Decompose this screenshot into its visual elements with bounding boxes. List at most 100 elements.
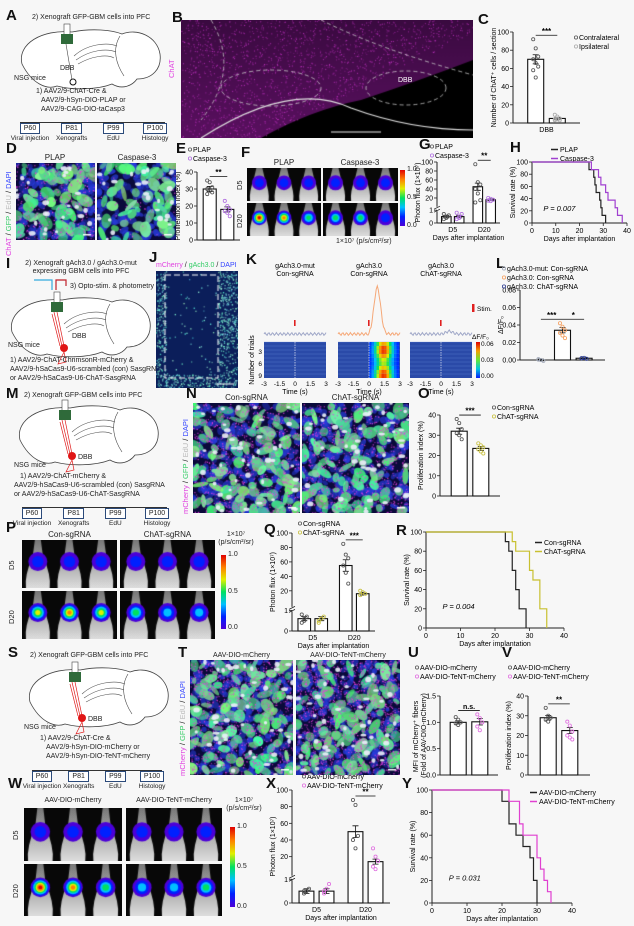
y-tick-label: 40 <box>425 186 433 193</box>
k-xtick-label: 3 <box>324 381 328 388</box>
k-heatmap-cell <box>381 342 385 346</box>
panel-label-y: Y <box>402 775 413 792</box>
k-heatmap-cell <box>369 350 372 354</box>
y-tick-label: 0.02 <box>502 340 516 347</box>
a-region: DBB <box>60 65 75 72</box>
data-point <box>358 593 363 598</box>
k-heatmap-cell <box>394 346 397 350</box>
k-colorbar-label: 0.00 <box>481 373 494 380</box>
m-virus-2: AAV2/9-hSaCas9-U6-scrambled (con) SasgRN… <box>14 482 165 489</box>
legend-marker <box>574 44 579 49</box>
stain-name: GFP <box>4 215 13 232</box>
timeline-step-label: Viral injection <box>12 520 52 527</box>
timeline-step-label: Xenografts <box>55 135 88 142</box>
legend-marker <box>501 284 506 289</box>
m-virus-3: or AAV2/9-hSaCas9-U6-ChAT-SasgRNA <box>14 491 140 498</box>
timeline-day-box: P81 <box>63 508 84 519</box>
i-title-1: 2) Xenograft gAch3.0 / gAch3.0-mut <box>25 260 137 267</box>
panel-label-r: R <box>396 522 407 539</box>
w-condition-1: AAV-DIO-mCherry <box>44 797 102 804</box>
i-virus-1: 1) AAV2/9-ChAT-ChrimsonR-mCherry & <box>10 357 134 364</box>
data-point <box>536 54 541 59</box>
timeline-step-label: Histology <box>141 135 169 142</box>
data-point <box>475 724 480 729</box>
y-tick-label: 80 <box>520 172 528 179</box>
y-axis-label: Survival rate (%) <box>410 821 417 873</box>
m-mouse: NSG mice <box>14 462 46 469</box>
j-gach-fiber-track-image <box>156 271 238 388</box>
k-xtick-label: 1.5 <box>452 381 461 388</box>
brain-cerebellum-line <box>113 411 123 453</box>
y-tick-label: 0.04 <box>502 323 516 330</box>
k-heatmap-cell <box>374 350 377 354</box>
k-heatmap-cell <box>379 374 382 378</box>
s-region: DBB <box>88 716 103 723</box>
k-heatmap-cell <box>371 350 375 354</box>
cholinergic-projection-lines <box>69 681 83 717</box>
y-tick-label: 100 <box>276 531 288 538</box>
y-tick-label: 20 <box>414 606 422 613</box>
brain-schematic-m <box>19 399 159 473</box>
y-tick-label: 1 <box>284 877 288 884</box>
timeline-day-box: P100 <box>139 771 165 782</box>
data-point <box>376 858 381 863</box>
k-heatmap-cell <box>389 358 392 362</box>
y-tick-label: 0 <box>189 238 193 245</box>
y-tick-label: 20 <box>185 204 193 211</box>
legend-label: AAV-DIO-TeNT-mCherry <box>307 783 383 790</box>
w-timepoint-d5: D5 <box>11 830 20 840</box>
bar <box>561 730 579 776</box>
k-heatmap-cell <box>374 354 377 358</box>
k-heatmap-cell <box>389 362 392 366</box>
data-point <box>481 451 486 456</box>
data-point <box>579 356 584 361</box>
data-point <box>350 837 355 842</box>
k-heatmap-cell <box>381 362 385 366</box>
panel-label-f: F <box>241 144 251 161</box>
brain-outline <box>21 29 161 90</box>
w-condition-2: AAV-DIO-TeNT-mCherry <box>136 797 212 804</box>
data-point <box>457 421 462 426</box>
stain-name: ChAT <box>4 237 13 256</box>
x-axis-label: Days after implantation <box>298 643 370 650</box>
k-condition-line1: gAch3.0 <box>356 263 382 270</box>
data-point <box>322 889 327 894</box>
f-bli-plap-d5 <box>247 168 321 201</box>
data-point <box>373 867 378 872</box>
data-point <box>536 64 541 69</box>
panel-label-q: Q <box>264 521 276 538</box>
timeline-step-label: Xenografts <box>62 783 95 790</box>
legend-marker <box>574 35 579 40</box>
y-tick-label: 40 <box>280 574 288 581</box>
panel-label-g: G <box>419 136 431 153</box>
xenograft-site <box>69 672 81 682</box>
timeline-step: P99 EdU <box>93 117 133 142</box>
k-ylabel: Number of trials <box>249 335 256 385</box>
x-category-label: DBB <box>539 127 554 134</box>
d-microscopy-caspase3 <box>97 163 176 240</box>
k-heatmap-cell <box>376 358 380 362</box>
k-heatmap-cell <box>389 354 392 358</box>
x-tick-label: 40 <box>623 228 631 235</box>
stain-separator: / <box>181 478 190 486</box>
panel-label-s: S <box>8 644 19 661</box>
p-timepoint-d20: D20 <box>7 610 16 624</box>
data-point <box>546 719 551 724</box>
y-axis-label-line1: MFI of mCherry⁺ fibers <box>413 699 420 772</box>
k-condition-line2: ChAT-sgRNA <box>420 271 462 278</box>
k-colorbar <box>476 342 480 378</box>
p-condition-2: ChAT-sgRNA <box>143 530 192 539</box>
y-tick-label: 20 <box>420 878 428 885</box>
data-point <box>557 118 562 123</box>
f-colorbar-mid: 0.5 <box>407 194 417 201</box>
f-condition-1: PLAP <box>273 158 295 167</box>
k-heatmap-cell <box>396 366 400 370</box>
data-point <box>227 214 232 219</box>
data-point <box>477 716 482 721</box>
significance-label: *** <box>465 407 475 416</box>
y-tick-label: 1 <box>284 608 288 615</box>
k-heatmap-cell <box>371 354 375 358</box>
data-point <box>346 556 351 561</box>
f-timepoint-d5: D5 <box>235 180 244 190</box>
